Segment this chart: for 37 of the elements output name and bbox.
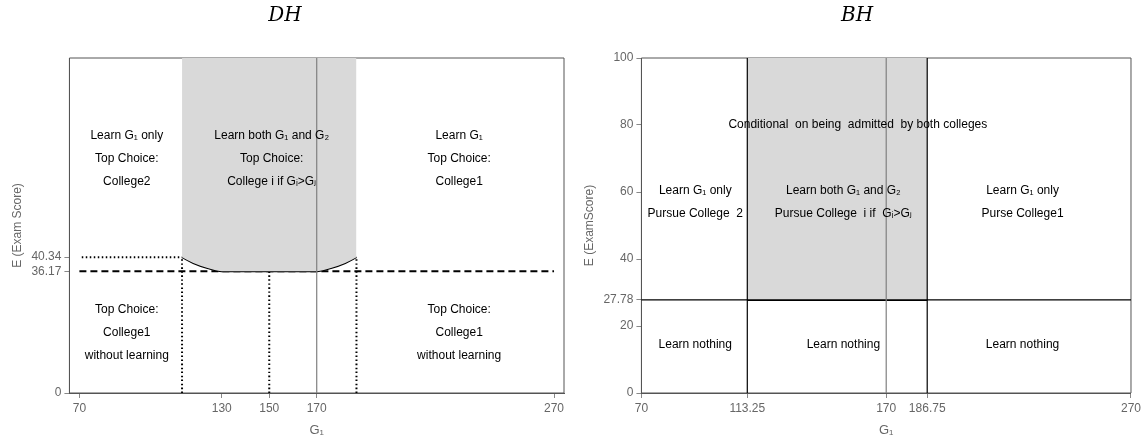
y-tick-label: 0 xyxy=(626,385,634,400)
x-tick-label: 150 xyxy=(259,400,280,415)
y-tick-label: 20 xyxy=(620,318,634,333)
x-tick-label: 70 xyxy=(72,400,87,415)
annotation: Learn G₁ only Top Choice: College2 xyxy=(90,127,164,188)
x-axis-title: G₁ xyxy=(878,421,895,437)
annotation: Top Choice: College1 without learning xyxy=(416,302,502,363)
y-axis-title: E (Exam Score) xyxy=(9,183,24,268)
y-tick-label: 27.78 xyxy=(603,292,634,307)
chart-title: BH xyxy=(839,2,874,27)
y-tick-label: 100 xyxy=(613,50,634,65)
annotation: Learn nothing xyxy=(985,337,1060,352)
annotation: Learn G₁ only Purse College1 xyxy=(981,182,1064,220)
annotation: Learn both G₁ and G₂ Pursue College i if Gᵢ>Gⱼ xyxy=(774,182,912,220)
x-tick-label: 130 xyxy=(211,400,233,415)
x-axis-title: G₁ xyxy=(309,421,325,437)
x-tick-label: 170 xyxy=(876,400,897,415)
y-tick-label: 40.34 xyxy=(31,249,62,264)
annotation: Learn both G₁ and G₂ Top Choice: College i if Gᵢ>Gⱼ xyxy=(214,127,330,188)
annotation: Learn nothing xyxy=(806,337,881,352)
y-tick-label: 40 xyxy=(620,251,634,266)
annotation: Learn G₁ Top Choice: College1 xyxy=(427,127,491,188)
x-tick-label: 270 xyxy=(1120,400,1142,415)
x-tick-label: 170 xyxy=(306,400,328,415)
y-tick-label: 80 xyxy=(620,117,634,132)
x-tick-label: 270 xyxy=(544,400,565,415)
y-tick-label: 0 xyxy=(54,385,62,400)
chart-title: DH xyxy=(267,2,303,27)
annotation: Learn G₁ only Pursue College 2 xyxy=(647,182,744,220)
y-tick-label: 36.17 xyxy=(31,263,62,278)
y-tick-label: 60 xyxy=(620,184,634,199)
annotation: Top Choice: College1 without learning xyxy=(83,302,169,363)
x-tick-label: 113.25 xyxy=(729,400,766,415)
x-tick-label: 186.75 xyxy=(908,400,946,415)
x-tick-label: 70 xyxy=(634,400,649,415)
y-axis-title: E (ExamScore) xyxy=(581,184,596,267)
annotation: Learn nothing xyxy=(658,337,732,352)
